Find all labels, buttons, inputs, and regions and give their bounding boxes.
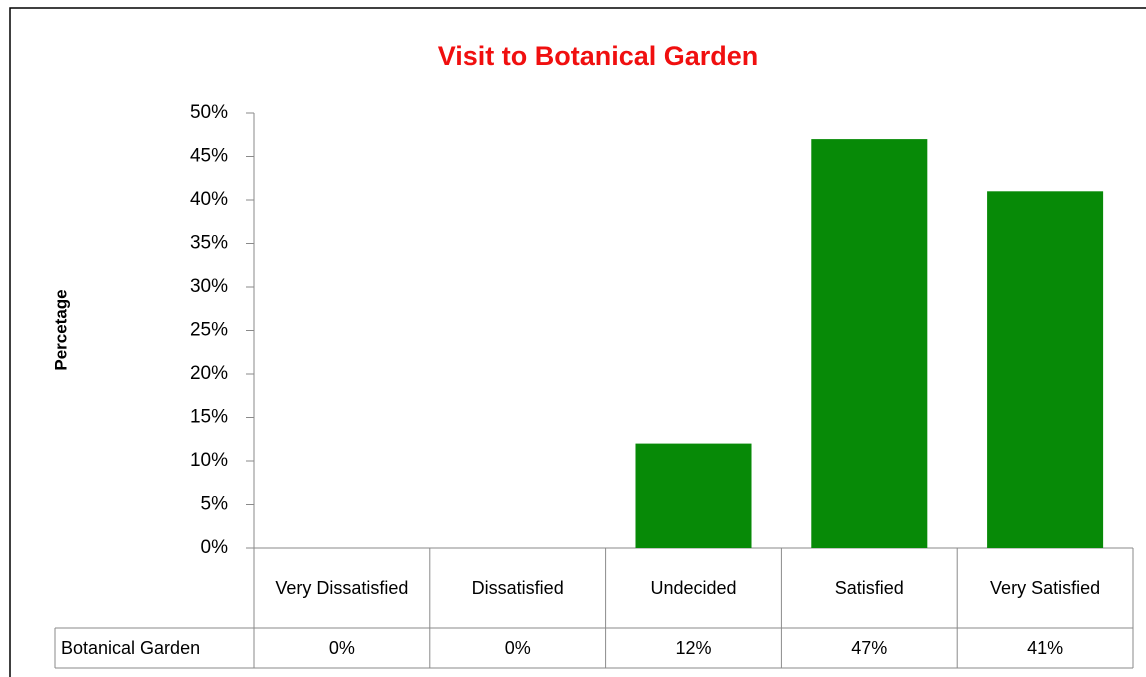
y-tick-label: 0% <box>201 537 229 558</box>
bar <box>987 191 1104 549</box>
category-label: Undecided <box>650 577 737 598</box>
chart-border <box>9 7 1146 677</box>
y-tick-label: 25% <box>190 320 228 341</box>
data-label: 12% <box>675 637 712 658</box>
y-axis-label: Percetage <box>51 289 70 370</box>
y-tick-label: 10% <box>190 450 228 471</box>
y-tick-label: 30% <box>190 276 228 297</box>
data-label: 41% <box>1027 637 1064 658</box>
chart-title: Visit to Botanical Garden <box>438 41 759 71</box>
category-label: Satisfied <box>834 577 904 598</box>
category-label: Dissatisfied <box>471 577 564 598</box>
bar <box>811 139 928 548</box>
legend-entry: Botanical Garden <box>61 637 201 658</box>
y-tick-label: 35% <box>190 233 228 254</box>
data-label: 0% <box>328 637 355 658</box>
y-tick-label: 40% <box>190 189 228 210</box>
data-label: 0% <box>504 637 531 658</box>
bar <box>635 443 752 548</box>
y-tick-label: 45% <box>190 146 228 167</box>
y-tick-label: 50% <box>190 102 228 123</box>
y-tick-label: 15% <box>190 407 228 428</box>
category-label: Very Satisfied <box>990 577 1101 598</box>
y-tick-label: 20% <box>190 363 228 384</box>
data-label: 47% <box>851 637 888 658</box>
y-tick-label: 5% <box>201 494 229 515</box>
category-label: Very Dissatisfied <box>275 577 409 598</box>
